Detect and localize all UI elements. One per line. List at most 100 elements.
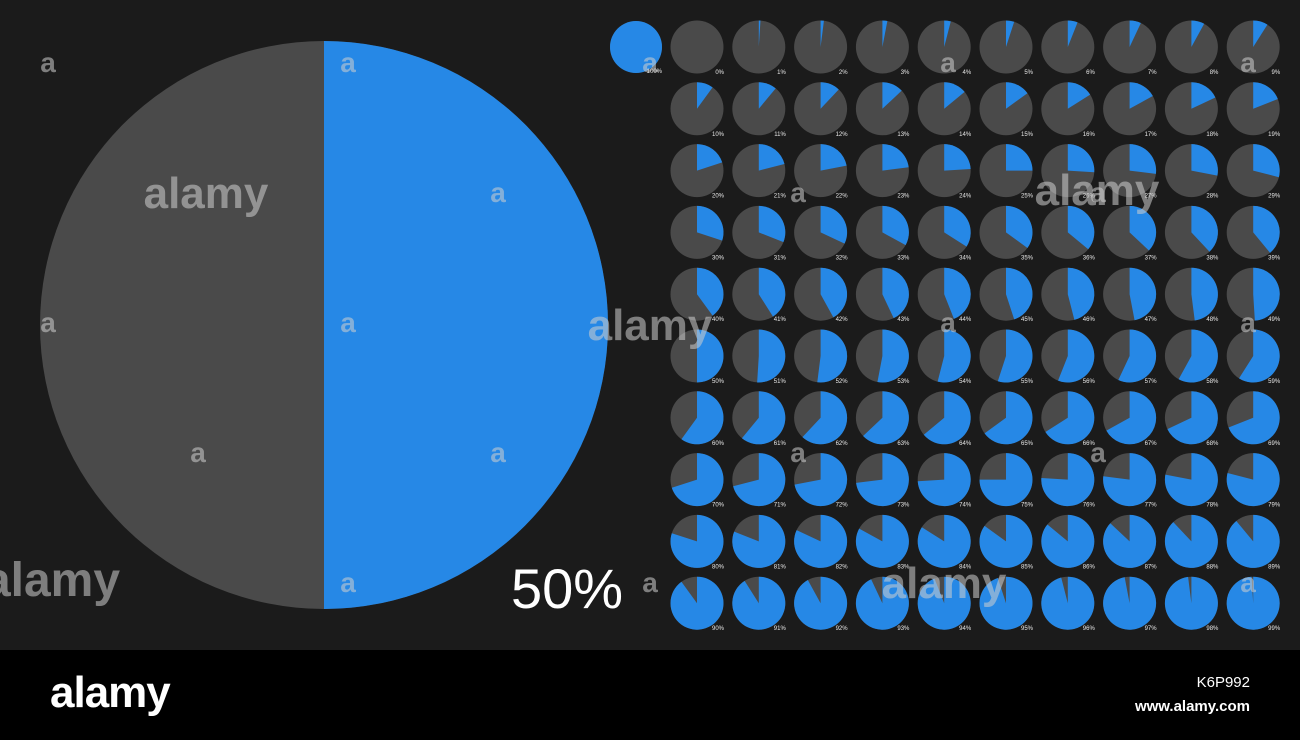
grid-pie-20-slice [697,144,723,171]
watermark-letter: a [40,307,56,338]
grid-pie-label: 38% [1206,255,1219,261]
grid-pie-label: 59% [1268,379,1281,385]
grid-pie-83-slice [855,514,909,568]
grid-pie-27-slice [1129,144,1157,174]
grid-pie-label: 70% [712,503,725,509]
grid-pie-label: 12% [836,132,849,138]
grid-pie-10-slice [697,82,713,109]
grid-pie-label: 55% [1021,379,1034,385]
grid-pie-34-slice [944,205,971,247]
chart-area: 50% 100% 0% 1% 2% 3% 4% 5% 6% 7% 8% 9% 10% 11% 12% 13% 1… [0,0,1300,650]
watermark-letter: a [340,307,356,338]
grid-pie-label: 60% [712,441,725,447]
grid-pie-label: 75% [1021,503,1034,509]
watermark-letter: a [1240,47,1256,78]
grid-pie-36-slice [1067,205,1095,250]
grid-pie-5-slice [1006,20,1015,47]
grid-pie-80-slice [670,514,724,568]
grid-pie-22-slice [820,144,847,171]
grid-pie-79-slice [1226,453,1280,507]
grid-pie-label: 68% [1206,441,1219,447]
grid-pie-label: 65% [1021,441,1034,447]
grid-pie-35-slice [1006,205,1033,248]
grid-pie-31-slice [758,205,786,243]
grid-pie-68-slice [1167,391,1218,445]
grid-pie-58-slice [1178,329,1218,383]
grid-pie-label: 6% [1086,70,1095,76]
grid-pie-label: 49% [1268,317,1281,323]
watermark-brand: alamy [588,301,713,350]
grid-pie-62-slice [802,391,848,445]
grid-pie-label: 30% [712,255,725,261]
grid-pie-label: 77% [1145,503,1158,509]
grid-pie-label: 71% [774,503,787,509]
grid-pie-label: 0% [715,70,724,76]
grid-pie-72-slice [794,453,848,507]
pie-chart-canvas: 50% 100% 0% 1% 2% 3% 4% 5% 6% 7% 8% 9% 10% 11% 12% 13% 1… [0,20,1281,632]
grid-pie-label: 28% [1206,194,1219,200]
grid-pie-40-slice [697,267,724,316]
grid-pie-label: 93% [897,626,910,632]
grid-pie-59-slice [1239,329,1280,383]
grid-pie-23-slice [882,144,909,171]
grid-pie-label: 7% [1148,70,1157,76]
watermark-brand: alamy [1035,166,1160,215]
grid-pie-100-label: 100% [647,69,663,75]
grid-pie-99-slice [1226,576,1280,630]
grid-pie-24-slice [944,144,971,171]
grid-pie-label: 73% [897,503,910,509]
grid-pie-label: 58% [1206,379,1219,385]
grid-pie-21-slice [758,144,785,171]
grid-pie-label: 2% [839,70,848,76]
grid-pie-54-slice [937,329,971,383]
grid-pie-47-slice [1129,267,1157,321]
grid-pie-label: 17% [1145,132,1158,138]
grid-pie-41-slice [758,267,786,317]
grid-pie-71-slice [733,453,786,507]
grid-pie-61-slice [741,391,786,445]
grid-pie-96-slice [1041,576,1095,630]
grid-pie-label: 69% [1268,441,1281,447]
watermark-letter: a [40,47,56,78]
grid-pie-label: 43% [897,317,910,323]
grid-pie-label: 91% [774,626,787,632]
grid-pie-49-slice [1253,267,1280,321]
grid-pie-94-slice [917,576,971,630]
watermark-letter: a [642,567,658,598]
grid-pie-label: 95% [1021,626,1034,632]
grid-pie-8-slice [1191,20,1205,47]
grid-pie-label: 80% [712,564,725,570]
grid-pie-18-slice [1191,82,1216,109]
grid-pie-label: 66% [1083,441,1096,447]
grid-pie-74-slice [917,453,971,507]
grid-pie-16-slice [1067,82,1091,109]
grid-pie-64-slice [923,391,971,445]
watermark-letter: a [790,437,806,468]
grid-pie-label: 3% [901,70,910,76]
grid-pie-37-slice [1129,205,1157,251]
grid-pie-90-slice [670,576,724,630]
grid-pie-label: 24% [959,194,972,200]
grid-pie-39-slice [1253,205,1280,253]
grid-pie-51-slice [757,329,786,383]
grid-pie-label: 45% [1021,317,1034,323]
grid-pie-65-slice [984,391,1033,445]
grid-pie-25-slice [1006,144,1033,171]
grid-pie-label: 61% [774,441,787,447]
grid-pie-14-slice [944,82,965,109]
grid-pie-label: 26% [1083,194,1096,200]
watermark-letter: a [940,307,956,338]
grid-pie-label: 40% [712,317,725,323]
grid-pie-label: 8% [1210,70,1219,76]
footer-url[interactable]: www.alamy.com [1134,698,1250,715]
grid-pie-label: 1% [777,70,786,76]
grid-pie-label: 32% [836,255,849,261]
grid-pie-label: 41% [774,317,787,323]
grid-pie-label: 46% [1083,317,1096,323]
grid-pie-label: 84% [959,564,972,570]
grid-pie-label: 98% [1206,626,1219,632]
grid-pie-95-slice [979,576,1033,630]
grid-pie-3-slice [882,20,888,47]
grid-pie-29-slice [1253,144,1280,178]
grid-pie-label: 23% [897,194,910,200]
